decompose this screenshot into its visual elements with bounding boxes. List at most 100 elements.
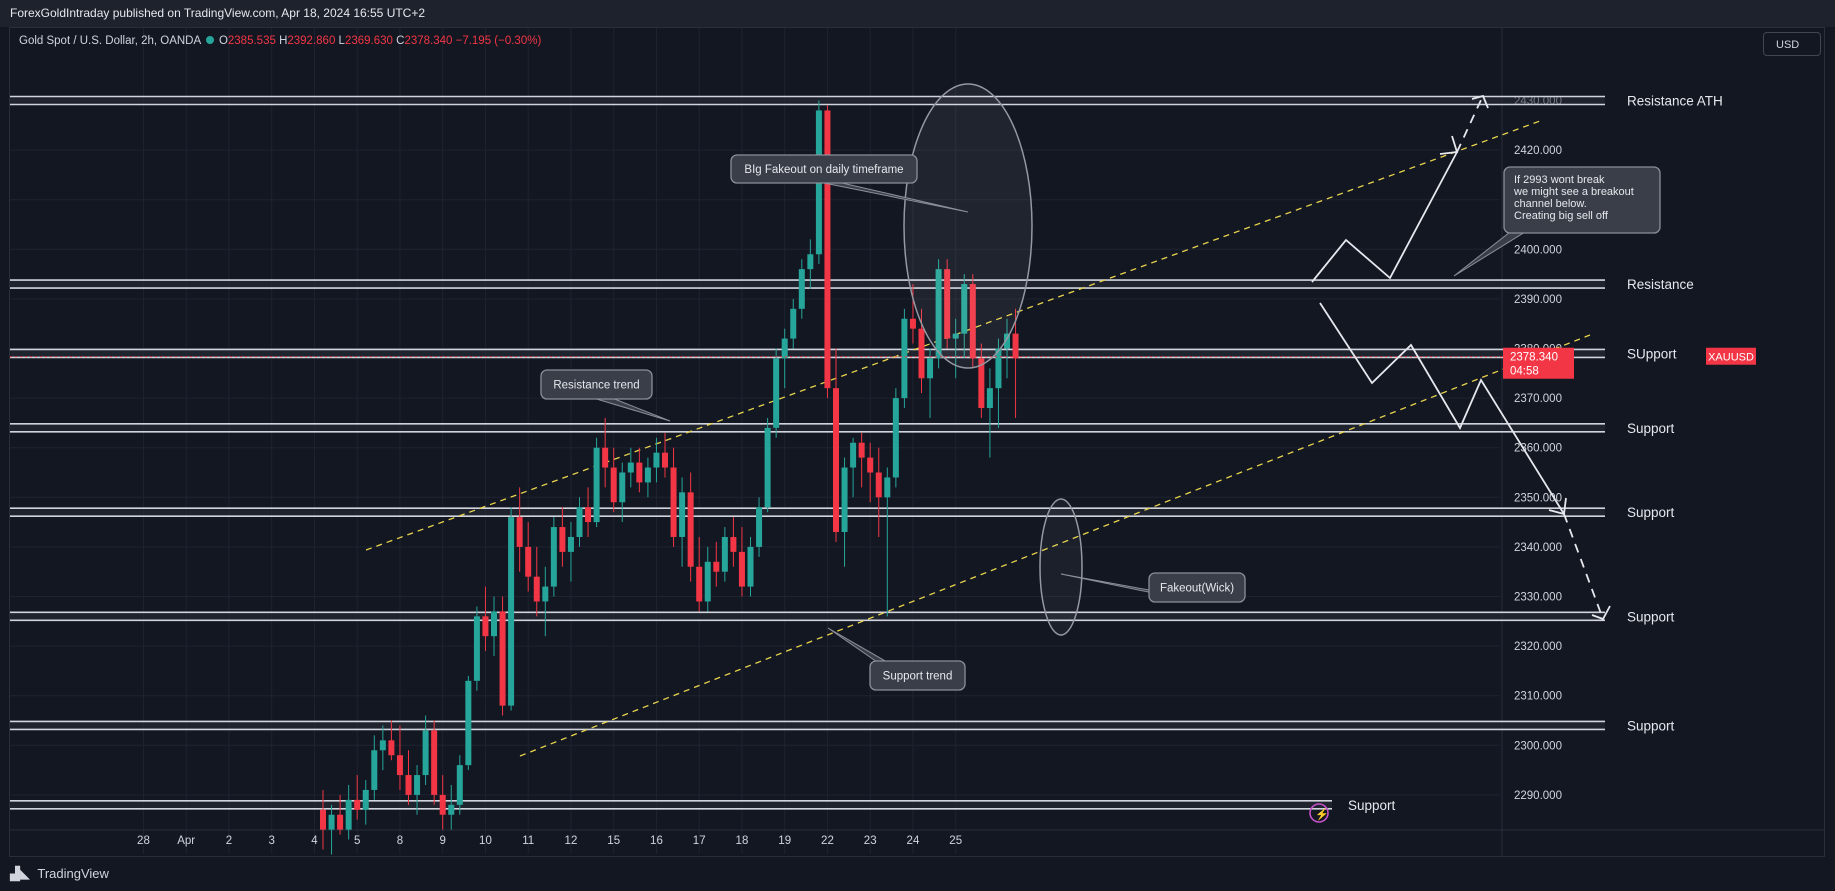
bullish-projection[interactable] [1311, 151, 1458, 283]
candle-body[interactable] [653, 452, 660, 468]
candle-body[interactable] [431, 730, 438, 795]
candle-body[interactable] [362, 789, 369, 810]
breakout-callout-box[interactable] [1503, 166, 1661, 234]
wick-callout-box[interactable] [1148, 572, 1246, 603]
candle-body[interactable] [704, 561, 711, 602]
candle-body[interactable] [995, 348, 1002, 389]
candle-body[interactable] [345, 799, 352, 830]
candle-body[interactable] [422, 730, 429, 776]
candle-body[interactable] [721, 536, 728, 572]
candle-body[interactable] [833, 388, 839, 533]
candle-body[interactable] [773, 358, 780, 428]
candle-body[interactable] [670, 467, 677, 537]
candle-body[interactable] [602, 447, 609, 468]
candle-body[interactable] [730, 536, 737, 552]
fakeout-ellipse[interactable] [903, 83, 1033, 369]
candle-body[interactable] [567, 536, 574, 552]
symbol-name[interactable]: Gold Spot / U.S. Dollar, 2h, OANDA [19, 35, 201, 47]
bearish-projection-dashed[interactable] [1563, 513, 1604, 620]
resistance-trend-callout-box[interactable] [540, 369, 653, 400]
candle-body[interactable] [927, 358, 934, 379]
candle-body[interactable] [516, 517, 523, 547]
candle-body[interactable] [747, 546, 754, 587]
candle-body[interactable] [1004, 333, 1010, 349]
candle-body[interactable] [388, 740, 395, 756]
bullish-projection-dashed[interactable] [1456, 99, 1482, 153]
candle-body[interactable] [499, 611, 506, 706]
candle-body[interactable] [952, 333, 959, 339]
candle-body[interactable] [396, 755, 403, 776]
candle-body[interactable] [320, 809, 326, 830]
support-trend-line[interactable] [519, 334, 1591, 757]
candle-body[interactable] [807, 254, 814, 270]
candle-body[interactable] [328, 814, 335, 830]
candle-body[interactable] [781, 338, 788, 359]
candle-body[interactable] [482, 616, 489, 637]
candle-body[interactable] [542, 586, 549, 602]
support-trend-callout-box[interactable] [869, 660, 966, 691]
candle-body[interactable] [414, 775, 421, 795]
candle-body[interactable] [798, 269, 805, 309]
candle-body[interactable] [405, 775, 412, 795]
candle-body[interactable] [918, 328, 925, 379]
candle-body[interactable] [969, 284, 976, 359]
candle-body[interactable] [790, 308, 797, 339]
candle-body[interactable] [559, 527, 566, 552]
candle-body[interactable] [901, 318, 908, 399]
candle-body[interactable] [644, 467, 651, 483]
candle-body[interactable] [961, 284, 968, 334]
candle-body[interactable] [550, 527, 557, 587]
candle-body[interactable] [892, 398, 899, 478]
candle-body[interactable] [713, 561, 720, 572]
candle-body[interactable] [585, 507, 592, 523]
candle-body[interactable] [508, 517, 515, 706]
candle-body[interactable] [850, 442, 857, 468]
candle-body[interactable] [756, 507, 763, 547]
candle-body[interactable] [337, 814, 344, 830]
wick-ellipse[interactable] [1039, 498, 1083, 636]
candle-body[interactable] [858, 442, 865, 458]
candle-body[interactable] [627, 462, 634, 473]
flash-icon[interactable] [1309, 803, 1329, 823]
candle-body[interactable] [533, 576, 540, 602]
candle-body[interactable] [696, 566, 703, 602]
candle-body[interactable] [1012, 333, 1019, 359]
candle-body[interactable] [738, 551, 745, 587]
candle-body[interactable] [473, 616, 480, 681]
candle-body[interactable] [576, 507, 583, 537]
candle-body[interactable] [884, 477, 891, 498]
bearish-projection[interactable] [1319, 302, 1565, 515]
candle-body[interactable] [525, 546, 532, 577]
level-band [10, 800, 1332, 809]
candle-body[interactable] [439, 794, 446, 815]
candle-body[interactable] [867, 457, 874, 473]
candle-body[interactable] [619, 472, 626, 503]
candle-body[interactable] [935, 269, 942, 359]
candle-body[interactable] [379, 740, 386, 751]
candle-body[interactable] [371, 750, 378, 790]
candle-body[interactable] [978, 358, 985, 409]
candle-body[interactable] [687, 492, 694, 567]
candle-body[interactable] [875, 472, 882, 498]
candle-body[interactable] [679, 492, 686, 537]
candle-body[interactable] [986, 388, 993, 409]
fakeout-callout-box[interactable] [730, 154, 918, 184]
candle-body[interactable] [593, 447, 600, 523]
countdown-text: 04:58 [1510, 366, 1539, 378]
footer-brand[interactable]: TradingView [37, 866, 109, 881]
candle-body[interactable] [944, 269, 951, 339]
candle-body[interactable] [456, 765, 463, 805]
candle-body[interactable] [610, 467, 617, 503]
candle-body[interactable] [824, 110, 831, 389]
candle-body[interactable] [354, 799, 361, 810]
currency-button[interactable]: USD [1763, 32, 1821, 56]
candle-body[interactable] [909, 318, 916, 329]
candle-body[interactable] [764, 427, 771, 508]
candle-body[interactable] [841, 467, 848, 533]
candle-body[interactable] [636, 462, 643, 483]
candle-body[interactable] [491, 611, 497, 637]
candle-body[interactable] [662, 452, 668, 468]
candle-body[interactable] [448, 804, 455, 815]
candle-body[interactable] [465, 680, 472, 766]
